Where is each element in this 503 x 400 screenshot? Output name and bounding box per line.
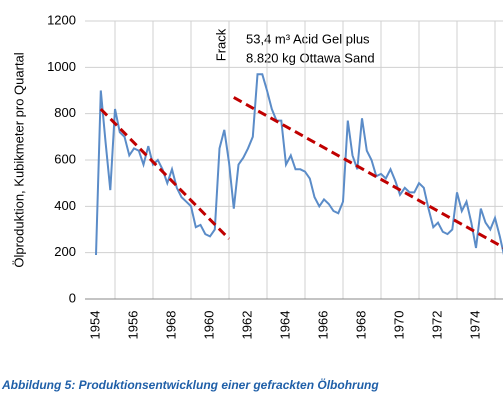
y-tick-label: 600 xyxy=(54,151,76,166)
y-axis-label: Ölproduktion, Kubikmeter pro Quartal xyxy=(11,52,26,267)
x-tick-label: 1954 xyxy=(87,311,102,340)
x-tick-label: 1972 xyxy=(429,311,444,340)
x-tick-label: 1974 xyxy=(467,311,482,340)
y-tick-label: 0 xyxy=(69,290,76,305)
annotation: Frack xyxy=(213,28,228,61)
y-tick-label: 1200 xyxy=(47,12,76,27)
y-tick-label: 800 xyxy=(54,105,76,120)
x-tick-label: 1970 xyxy=(391,311,406,340)
y-tick-label: 400 xyxy=(54,198,76,213)
x-tick-label: 1968 xyxy=(163,311,178,340)
trend-line xyxy=(99,107,231,240)
data-line xyxy=(95,73,503,256)
y-tick-label: 1000 xyxy=(47,59,76,74)
x-tick-label: 1956 xyxy=(125,311,140,340)
x-tick-label: 1964 xyxy=(277,311,292,340)
x-tick-label: 1960 xyxy=(201,311,216,340)
y-tick-label: 200 xyxy=(54,244,76,259)
caption: Abbildung 5: Produktionsentwicklung eine… xyxy=(1,377,379,392)
annotation: 8.820 kg Ottawa Sand xyxy=(246,50,375,65)
x-tick-label: 1966 xyxy=(315,311,330,340)
x-tick-label: 1962 xyxy=(239,311,254,340)
trend-line xyxy=(233,96,503,249)
x-tick-label: 1968 xyxy=(353,311,368,340)
annotation: 53,4 m³ Acid Gel plus xyxy=(246,31,370,46)
